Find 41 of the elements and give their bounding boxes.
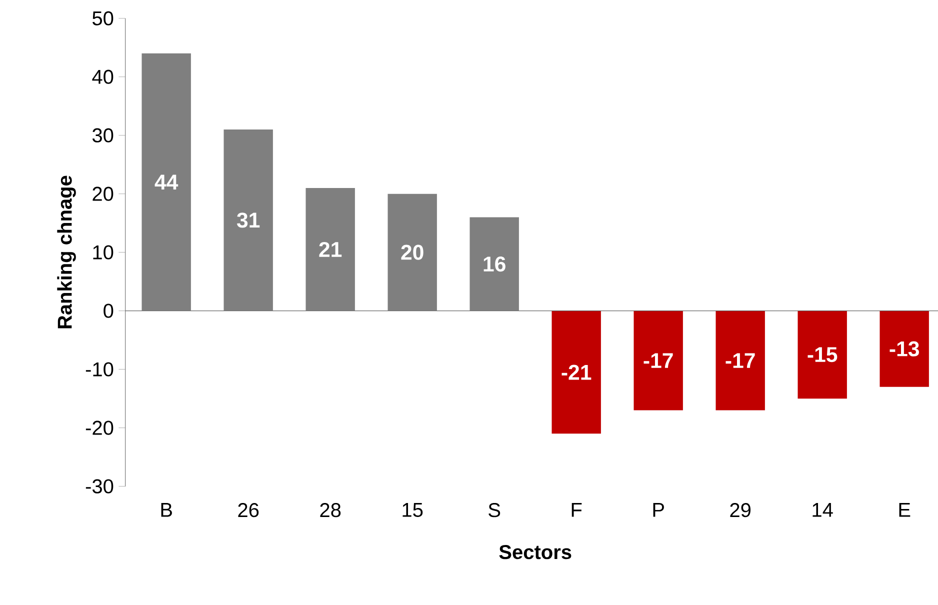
bar [306, 188, 355, 311]
data-label: 21 [319, 242, 342, 257]
y-tick-label: 40 [92, 70, 114, 84]
y-tick-label: -20 [86, 420, 114, 435]
y-tick-label: -10 [86, 362, 114, 376]
x-axis-title: Sectors [499, 545, 572, 560]
x-tick-label: B [161, 503, 172, 517]
bar [388, 194, 437, 311]
data-label: -15 [808, 347, 838, 362]
data-label: 16 [484, 256, 506, 272]
y-tick-label: 0 [104, 304, 114, 318]
x-tick-label: S [488, 503, 500, 518]
x-tick-label: 29 [730, 503, 751, 518]
bar [798, 310, 847, 399]
data-label: -17 [726, 353, 755, 368]
data-label: 44 [154, 174, 178, 190]
x-tick-label: P [653, 503, 664, 517]
bar [224, 129, 273, 311]
x-tick-label: 26 [238, 503, 259, 518]
x-tick-label: F [572, 503, 582, 517]
data-label: -13 [890, 341, 919, 356]
bar [552, 310, 601, 434]
x-tick-label: 28 [320, 503, 341, 518]
data-label: -21 [562, 364, 592, 380]
y-tick-label: 30 [92, 128, 114, 142]
data-label: 20 [401, 244, 424, 260]
x-tick-label: E [899, 503, 910, 517]
bar [634, 310, 683, 410]
y-axis-title: Ranking chnage [57, 176, 76, 328]
data-label: -17 [644, 353, 673, 368]
bar [470, 217, 519, 311]
x-tick-label: 15 [402, 503, 423, 517]
y-tick-label: 20 [92, 186, 114, 201]
data-label: 31 [236, 212, 260, 228]
bar [880, 310, 929, 387]
y-tick-label: -30 [86, 479, 114, 494]
bar [716, 310, 765, 410]
bar [142, 53, 191, 311]
y-tick-label: 10 [93, 245, 114, 260]
y-tick-label: 50 [92, 11, 114, 26]
x-tick-label: 14 [812, 503, 833, 517]
